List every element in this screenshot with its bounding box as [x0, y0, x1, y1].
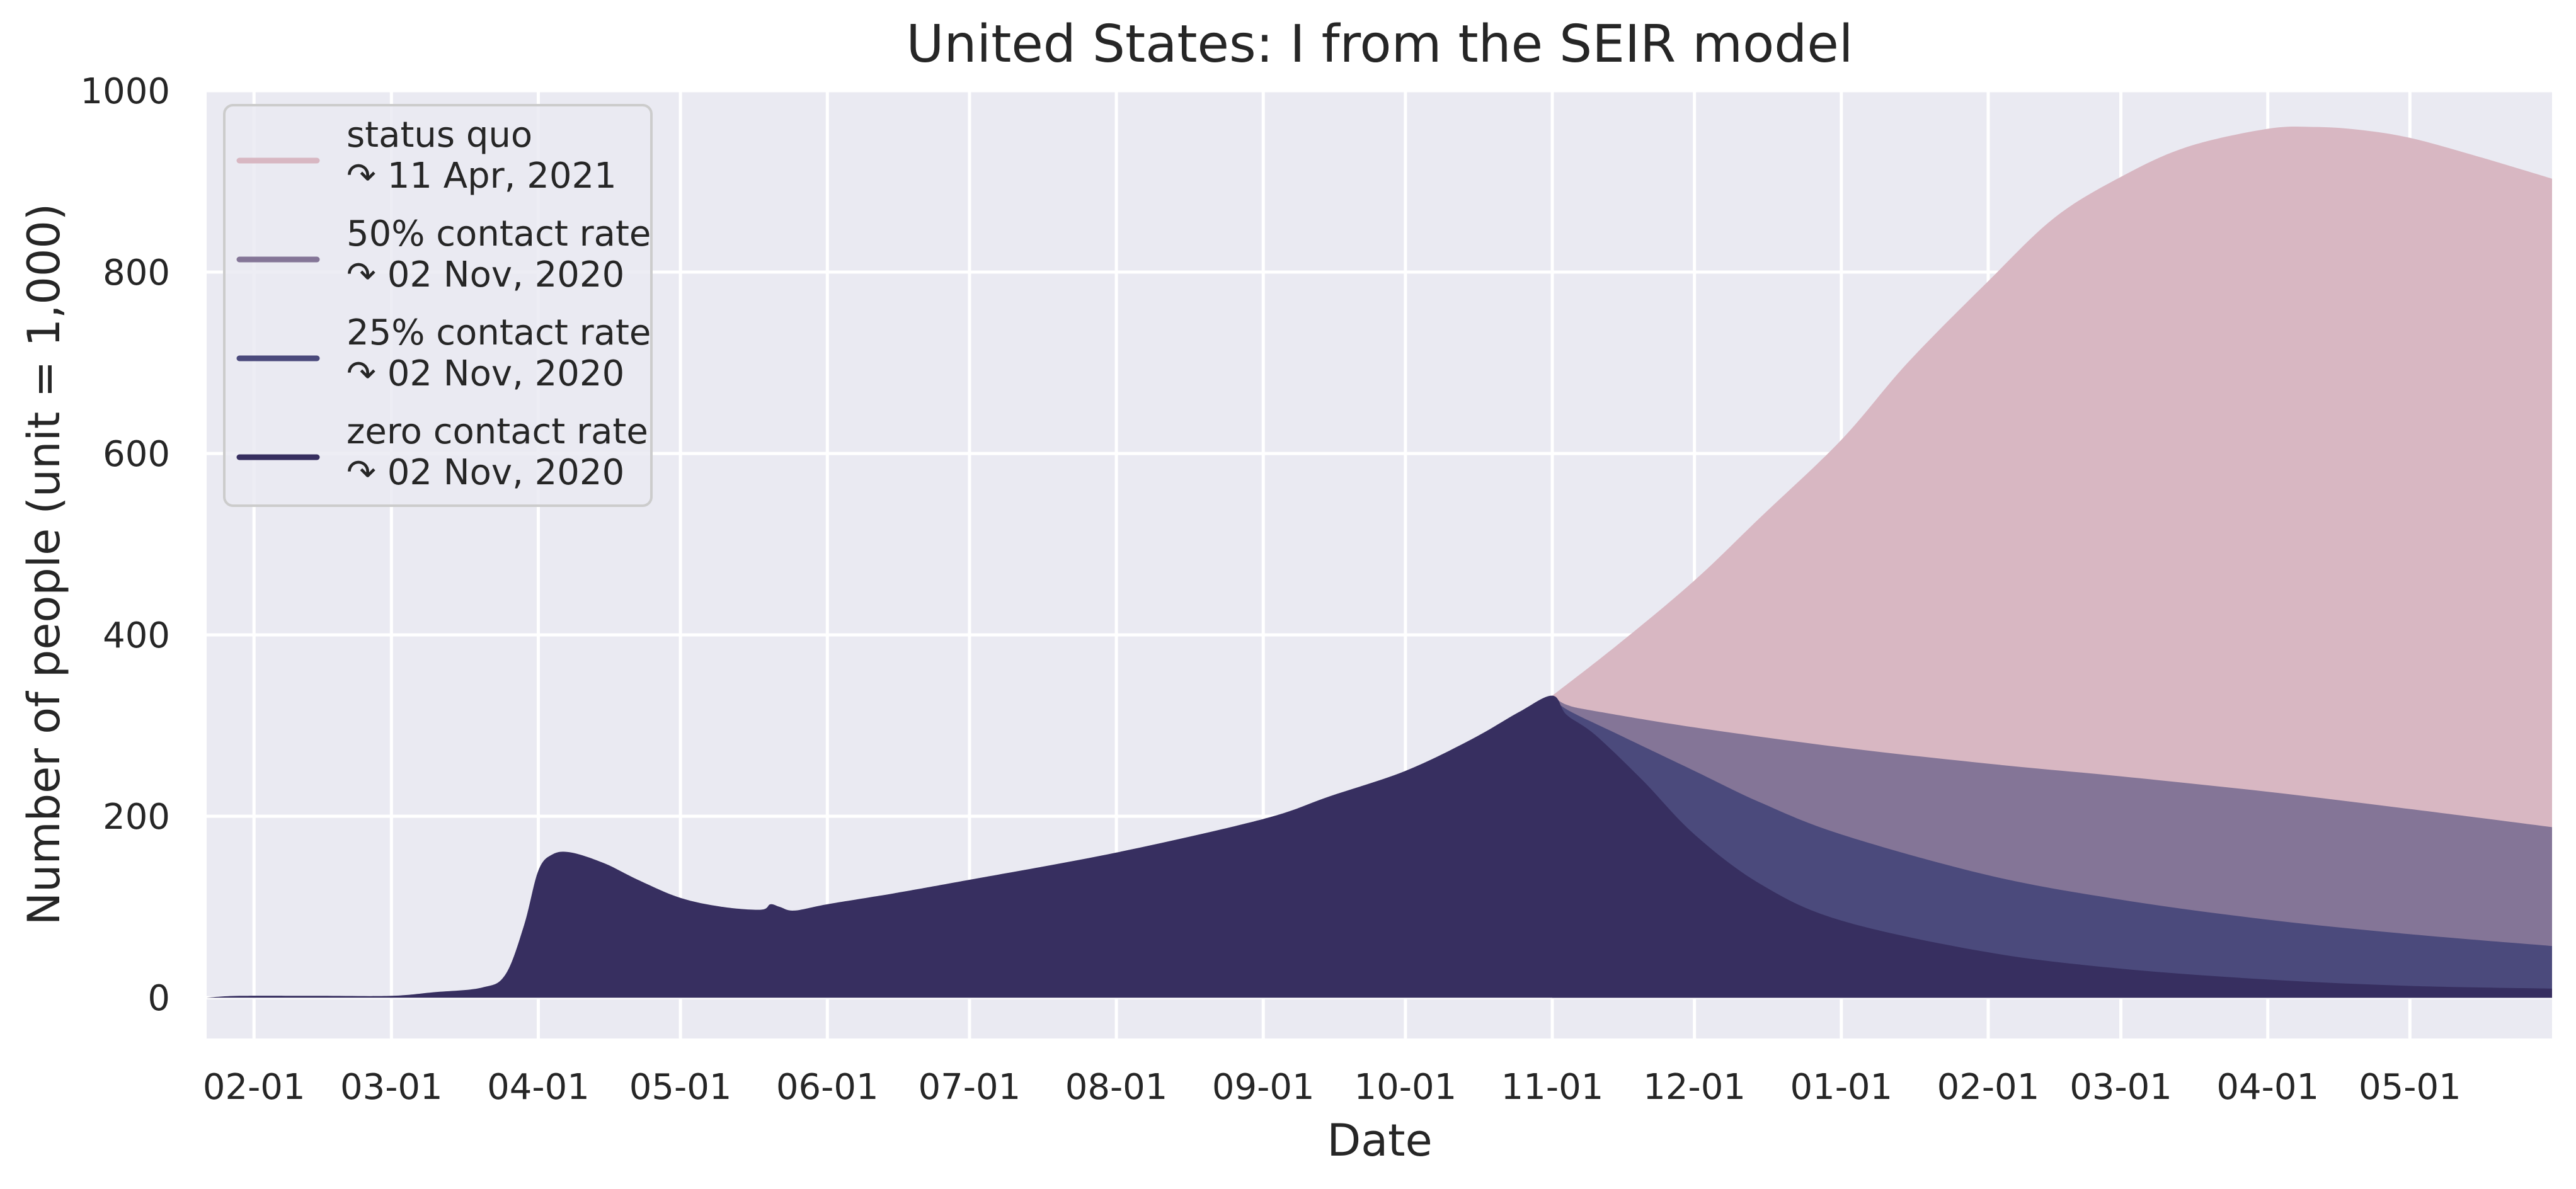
y-tick-label: 600	[103, 434, 170, 475]
x-tick-label: 02-01	[1937, 1067, 2040, 1108]
area-series	[207, 126, 2552, 998]
x-tick-label: 09-01	[1212, 1067, 1315, 1108]
x-tick-label: 08-01	[1065, 1067, 1168, 1108]
legend-box	[223, 104, 653, 507]
legend-label: 25% contact rate	[346, 312, 651, 353]
legend-sublabel: ↷ 02 Nov, 2020	[346, 254, 624, 295]
x-tick-label: 07-01	[919, 1067, 1021, 1108]
legend-label: status quo	[346, 115, 532, 156]
x-tick-label: 03-01	[2069, 1067, 2172, 1108]
area-4	[207, 695, 2552, 998]
legend-sublabel: ↷ 11 Apr, 2021	[346, 156, 617, 196]
x-tick-label: 05-01	[2359, 1067, 2461, 1108]
legend-sublabel: ↷ 02 Nov, 2020	[346, 452, 624, 493]
y-tick-label: 1000	[80, 71, 170, 112]
x-tick-label: 06-01	[776, 1067, 879, 1108]
x-tick-label: 12-01	[1643, 1067, 1746, 1108]
legend: status quo↷ 11 Apr, 2021 50% contact rate…	[223, 104, 653, 507]
x-axis-label: Date	[1327, 1115, 1432, 1166]
x-tick-label: 10-01	[1354, 1067, 1457, 1108]
y-tick-label: 200	[103, 797, 170, 838]
chart-title: United States: I from the SEIR model	[906, 14, 1853, 74]
legend-sublabel: ↷ 02 Nov, 2020	[346, 353, 624, 394]
y-tick-labels: 0 200 400 600 800 1000	[80, 71, 170, 1019]
y-tick-label: 0	[147, 978, 170, 1019]
x-tick-label: 04-01	[2216, 1067, 2319, 1108]
x-tick-label: 04-01	[487, 1067, 590, 1108]
legend-label: 50% contact rate	[346, 213, 651, 254]
x-tick-label: 01-01	[1790, 1067, 1892, 1108]
x-tick-labels: 02-01 03-01 04-01 05-01 06-01 07-01 08-01 09-01…	[203, 1067, 2461, 1108]
y-tick-label: 800	[103, 253, 170, 293]
x-tick-label: 02-01	[203, 1067, 306, 1108]
legend-label: zero contact rate	[346, 411, 648, 452]
x-tick-label: 11-01	[1501, 1067, 1604, 1108]
x-tick-label: 03-01	[340, 1067, 443, 1108]
y-axis-label: Number of people (unit = 1,000)	[18, 203, 70, 926]
y-tick-label: 400	[103, 615, 170, 656]
x-tick-label: 05-01	[629, 1067, 732, 1108]
